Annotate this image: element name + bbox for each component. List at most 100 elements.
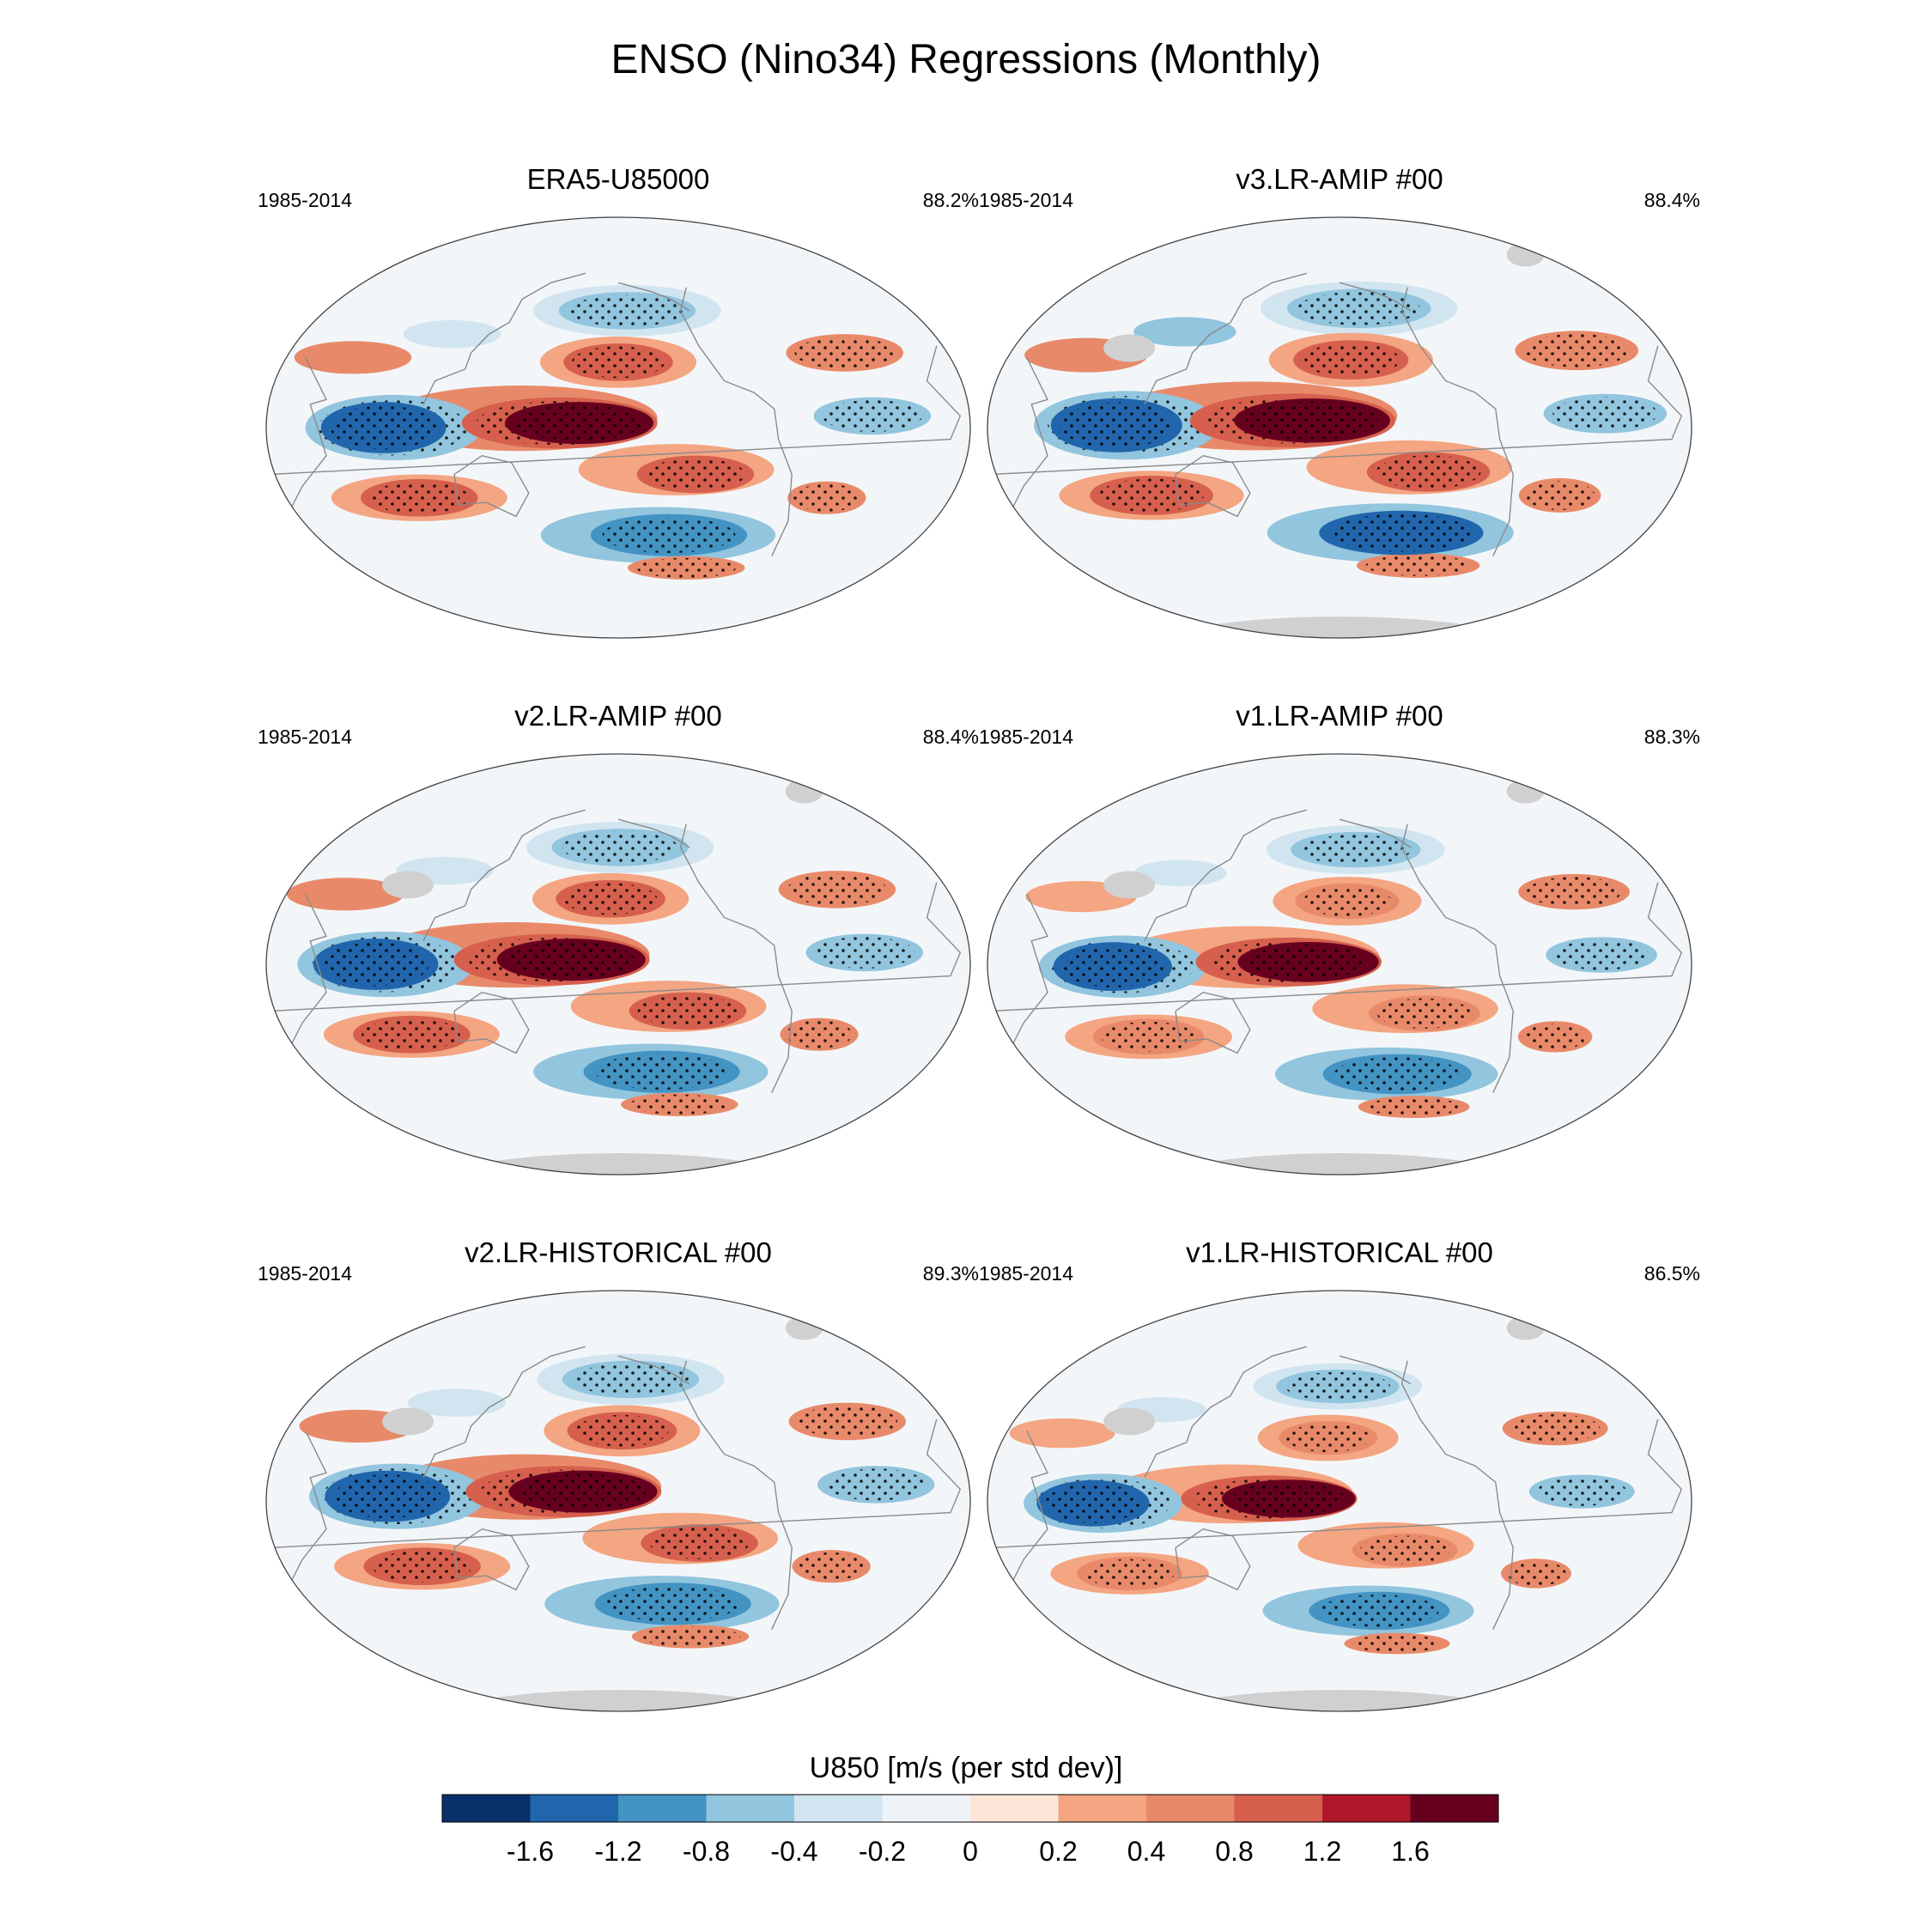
significance-stippling: [1300, 835, 1412, 866]
significance-stippling: [571, 346, 665, 379]
significance-stippling: [640, 1626, 741, 1647]
map-boundary: [265, 1290, 971, 1712]
colorbar-tick-label: -1.6: [507, 1836, 554, 1867]
colorbar-tick-label: 0: [963, 1836, 978, 1867]
map-canvas: [265, 1290, 971, 1712]
panel-title: v2.LR-AMIP #00: [514, 700, 722, 732]
significance-stippling: [568, 295, 686, 327]
colorbar-tick-label: -0.4: [770, 1836, 817, 1867]
significance-stippling: [629, 1094, 730, 1115]
map-panel: ERA5-U85000 1985-2014 88.2%: [258, 163, 979, 644]
colorbar-swatch: [530, 1795, 618, 1822]
significance-stippling: [602, 517, 736, 553]
significance-stippling: [1297, 291, 1420, 325]
colorbar-swatch: [1234, 1795, 1322, 1822]
map-canvas: [265, 216, 971, 639]
panel-period: 1985-2014: [979, 189, 1073, 211]
significance-stippling: [1376, 998, 1472, 1029]
colorbar-tick-label: 1.6: [1391, 1836, 1429, 1867]
significance-stippling: [637, 994, 738, 1027]
coastline: [1144, 809, 1307, 942]
significance-stippling: [515, 404, 643, 441]
colorbar-swatch: [794, 1795, 883, 1822]
significance-stippling: [1552, 397, 1658, 431]
significance-stippling: [1376, 455, 1481, 489]
coastline: [422, 272, 586, 405]
map-boundary: [987, 1290, 1692, 1712]
panel-period: 1985-2014: [258, 726, 352, 748]
colorbar-frame: [441, 1794, 1499, 1823]
map-boundary: [987, 216, 1692, 639]
panel-title: v3.LR-AMIP #00: [1236, 163, 1443, 195]
colorbar-swatch: [706, 1795, 794, 1822]
significance-stippling: [575, 1414, 669, 1447]
panel-period: 1985-2014: [258, 1262, 352, 1285]
significance-stippling: [1319, 1595, 1439, 1627]
colorbar-swatch: [970, 1795, 1059, 1822]
panel-period: 1985-2014: [979, 726, 1073, 748]
significance-stippling: [1360, 1535, 1450, 1564]
significance-stippling: [595, 1054, 728, 1090]
significance-stippling: [563, 883, 658, 915]
tibet-landmask: [1103, 1407, 1156, 1436]
coastline: [617, 282, 690, 312]
significance-stippling: [1303, 885, 1392, 917]
colorbar-tick-label: 1.2: [1303, 1836, 1341, 1867]
colorbar-swatch: [1146, 1795, 1235, 1822]
coastline: [1400, 1360, 1514, 1630]
map-boundary: [265, 753, 971, 1176]
panel-title: v1.LR-AMIP #00: [1236, 700, 1443, 732]
coastline: [1175, 454, 1251, 518]
panel-period: 1985-2014: [258, 189, 352, 211]
colorbar-tick-label: 0.4: [1127, 1836, 1165, 1867]
significance-stippling: [330, 405, 437, 450]
anomaly-contour: [294, 341, 412, 374]
significance-stippling: [361, 1018, 462, 1051]
significance-stippling: [1537, 1477, 1627, 1506]
coastline: [679, 287, 793, 556]
significance-stippling: [794, 337, 895, 369]
significance-stippling: [1285, 1371, 1390, 1401]
significance-stippling: [1231, 1482, 1346, 1515]
coastline: [422, 1346, 586, 1479]
panel-title: ERA5-U85000: [526, 163, 710, 195]
significance-stippling: [1245, 401, 1379, 440]
coastline: [679, 823, 793, 1093]
coastline: [1144, 1346, 1307, 1479]
coastline: [1339, 282, 1412, 312]
significance-stippling: [1248, 945, 1369, 980]
significance-stippling: [826, 1468, 927, 1501]
significance-stippling: [519, 1473, 647, 1510]
significance-stippling: [1523, 1024, 1587, 1050]
significance-stippling: [1524, 333, 1630, 368]
figure-title: ENSO (Nino34) Regressions (Monthly): [611, 37, 1321, 82]
tibet-landmask: [382, 871, 434, 899]
significance-stippling: [797, 1405, 897, 1437]
significance-stippling: [1334, 1057, 1461, 1091]
panel-title: v1.LR-HISTORICAL #00: [1186, 1236, 1493, 1268]
pattern-correlation: 86.5%: [1643, 1262, 1700, 1285]
pattern-correlation: 88.3%: [1643, 726, 1700, 748]
significance-stippling: [1302, 343, 1400, 377]
panel-period: 1985-2014: [979, 1262, 1073, 1285]
map-boundary: [987, 753, 1692, 1176]
significance-stippling: [1366, 1097, 1461, 1117]
significance-stippling: [1506, 1560, 1566, 1586]
anomaly-contour: [1133, 860, 1227, 887]
coastline: [1175, 1528, 1251, 1591]
significance-stippling: [1099, 478, 1204, 513]
panel-title: v2.LR-HISTORICAL #00: [465, 1236, 772, 1268]
map-canvas: [987, 216, 1692, 639]
significance-stippling: [1352, 1634, 1443, 1653]
coastline: [1144, 272, 1307, 405]
colorbar-tick-label: -1.2: [594, 1836, 641, 1867]
coastline: [453, 991, 530, 1054]
colorbar-tick-label: -0.2: [859, 1836, 906, 1867]
pattern-correlation: 88.4%: [922, 726, 979, 748]
significance-stippling: [562, 831, 678, 864]
significance-stippling: [787, 873, 887, 906]
coastline: [422, 809, 586, 942]
colorbar-tick-label: -0.8: [683, 1836, 730, 1867]
anomaly-contour: [286, 878, 404, 911]
significance-stippling: [1510, 1413, 1601, 1443]
